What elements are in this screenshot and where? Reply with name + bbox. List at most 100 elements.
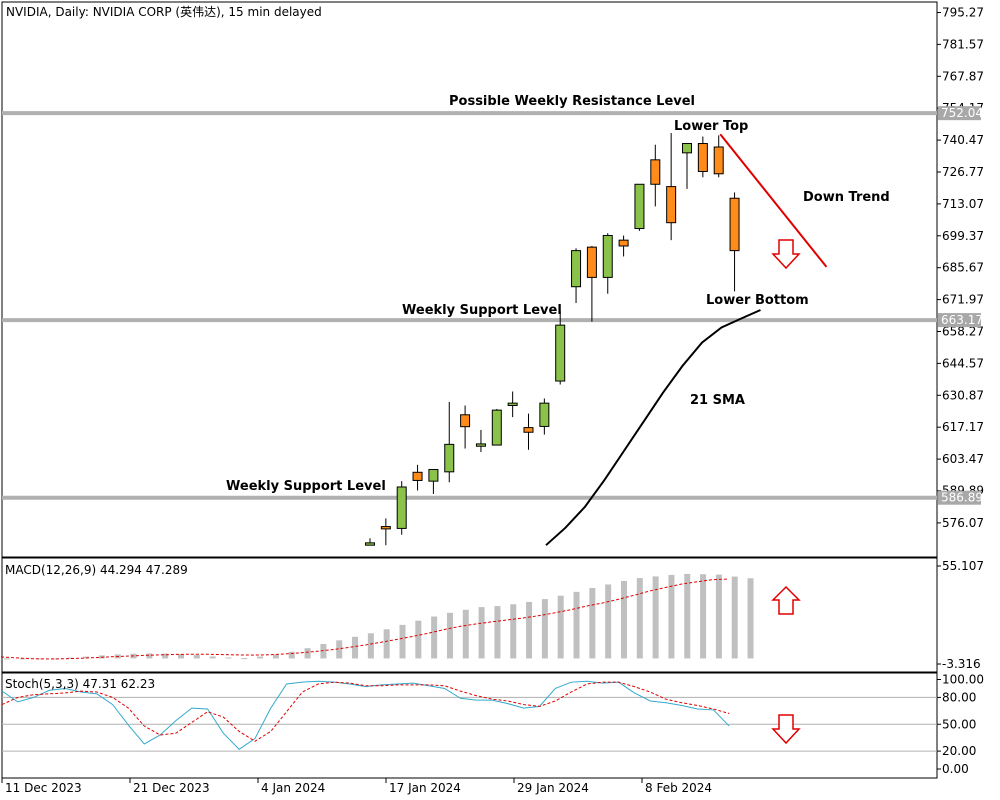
macd-bar [336, 640, 343, 659]
level-price-box [938, 313, 981, 328]
main-panel-frame [1, 1, 938, 558]
macd-bar [620, 580, 627, 659]
candle-body [380, 526, 391, 530]
down-arrow-icon [771, 239, 801, 270]
candle-body [571, 250, 582, 288]
macd-bar [225, 657, 232, 659]
macd-bar [19, 658, 26, 660]
sma-line [545, 309, 761, 546]
macd-bar [320, 644, 327, 659]
level-price-label: 752.04 [941, 106, 983, 120]
stoch-k-line [1, 680, 730, 750]
y-tick-label: 699.37 [942, 229, 984, 243]
candle-body [475, 443, 486, 447]
x-tick-label: 29 Jan 2024 [517, 781, 589, 795]
y-tick-label: 630.87 [942, 388, 984, 402]
candle-body [634, 183, 645, 230]
macd-bar [668, 574, 675, 659]
x-tick-label: 4 Jan 2024 [261, 781, 325, 795]
macd-bar [193, 655, 200, 659]
macd-y-tick-label: -3.316 [942, 657, 981, 671]
macd-signal-line [0, 578, 729, 660]
stoch-y-tick-label: 80.00 [942, 690, 976, 704]
macd-bar [399, 624, 406, 659]
candle-body [539, 402, 550, 427]
y-tick-label: 603.47 [942, 452, 984, 466]
y-tick-label: 658.27 [942, 325, 984, 339]
y-tick-label: 576.07 [942, 516, 984, 530]
candle-body [428, 469, 439, 482]
macd-bar [67, 657, 74, 659]
macd-bar [573, 591, 580, 659]
macd-bar [178, 654, 185, 659]
candle-body [460, 414, 471, 428]
candle-body [412, 471, 423, 481]
macd-bar [462, 609, 469, 659]
macd-bar [51, 658, 58, 660]
stoch-y-tick-label: 100.00 [942, 673, 984, 687]
candle-body [729, 197, 740, 252]
macd-bar [731, 576, 738, 659]
macd-bar [557, 595, 564, 659]
candle-body [586, 246, 597, 278]
macd-bar [747, 578, 754, 659]
macd-bar [4, 658, 10, 660]
stoch-y-tick-label: 50.00 [942, 717, 976, 731]
level-price-box [938, 490, 981, 505]
up-arrow-icon [771, 585, 801, 615]
down-trend-line [719, 133, 828, 268]
stoch-title: Stoch(5,3,3) 47.31 62.23 [5, 677, 155, 691]
y-tick-label: 713.07 [942, 197, 984, 211]
macd-bar [510, 604, 517, 659]
macd-bar [715, 574, 722, 659]
macd-bar [494, 606, 501, 659]
macd-bar [446, 612, 453, 659]
stoch-y-tick-label: 20.00 [942, 744, 976, 758]
macd-bar [241, 658, 248, 660]
resistance-label: Possible Weekly Resistance Level [449, 94, 695, 109]
candle-body [682, 143, 692, 154]
macd-bar [415, 620, 422, 659]
y-tick-label: 781.57 [942, 37, 984, 51]
candle-body [444, 443, 455, 473]
y-tick-label: 644.57 [942, 356, 984, 370]
macd-title: MACD(12,26,9) 44.294 47.289 [5, 563, 188, 577]
macd-bar [526, 601, 533, 659]
candle-body [713, 146, 724, 175]
y-tick-label: 726.77 [942, 165, 984, 179]
y-tick-label: 685.67 [942, 261, 984, 275]
candle-body [650, 159, 661, 185]
x-tick-label: 8 Feb 2024 [645, 781, 712, 795]
x-tick-label: 17 Jan 2024 [389, 781, 461, 795]
x-tick-label: 21 Dec 2023 [133, 781, 210, 795]
chart-title: NVIDIA, Daily: NVIDIA CORP (英伟达), 15 min… [6, 5, 322, 19]
macd-bar [304, 648, 311, 659]
y-tick-label: 671.97 [942, 293, 984, 307]
stoch-d-line [1, 681, 730, 742]
macd-bar [146, 653, 153, 659]
macd-bar [352, 636, 359, 659]
sma-label: 21 SMA [690, 393, 745, 408]
candle-body [555, 324, 566, 382]
macd-bar [257, 656, 264, 659]
candle-body [602, 234, 613, 278]
candle-body [523, 427, 534, 433]
macd-bar [541, 599, 548, 659]
macd-bar [272, 654, 279, 659]
down-trend-label: Down Trend [803, 190, 890, 205]
macd-bar [684, 573, 691, 659]
candle-body [697, 143, 708, 172]
x-tick-label: 11 Dec 2023 [5, 781, 82, 795]
level-price-label: 586.89 [941, 491, 983, 505]
down-arrow-icon [771, 714, 801, 745]
macd-bar [288, 651, 295, 659]
y-tick-label: 767.87 [942, 69, 984, 83]
y-tick-label: 740.47 [942, 133, 984, 147]
macd-bar [367, 633, 374, 659]
candle-body [666, 186, 677, 224]
stoch-y-tick-label: 0.00 [942, 762, 969, 776]
macd-bar [162, 653, 169, 659]
macd-y-tick-label: 55.107 [942, 559, 984, 573]
candle-body [618, 239, 629, 247]
